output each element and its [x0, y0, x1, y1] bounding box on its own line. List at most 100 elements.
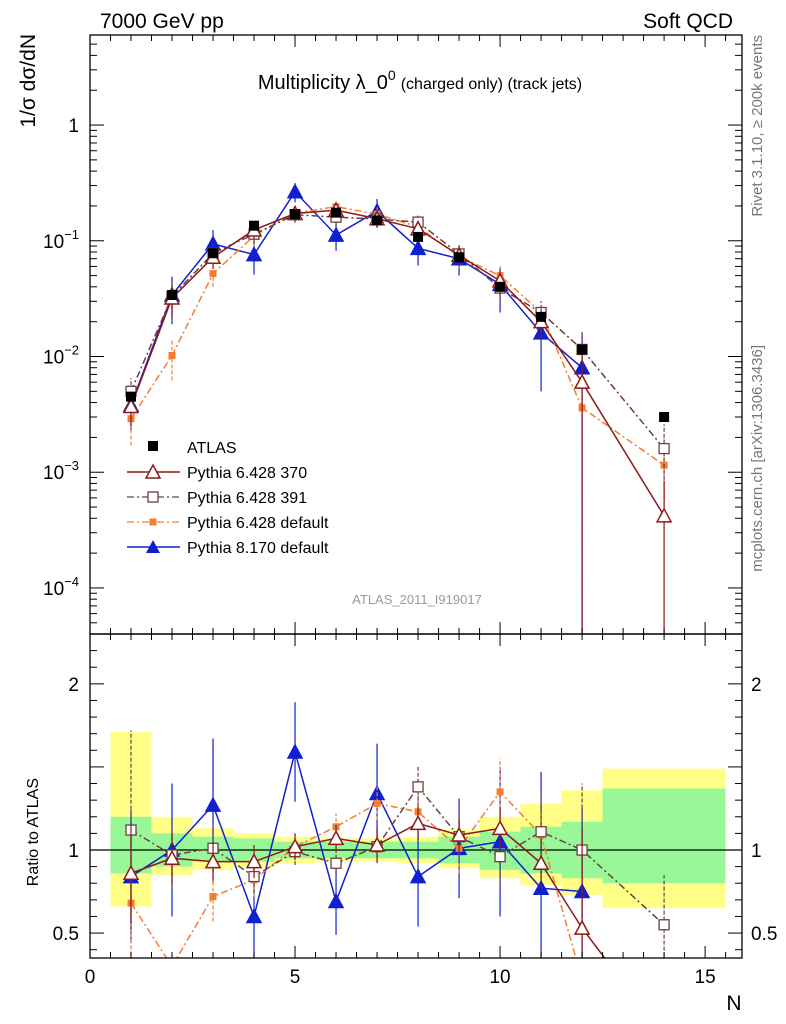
ratio-point-p6_370 [450, 826, 468, 842]
point-atlas [536, 311, 547, 322]
legend-label-atlas: ATLAS [187, 440, 237, 457]
ratio-point-p6_370 [409, 814, 427, 831]
ratio-point-p8_default [409, 868, 427, 884]
y-tick-exp: −3 [64, 458, 79, 473]
ratio-point-p6_370 [204, 853, 222, 869]
series-atlas [126, 207, 670, 423]
legend-marker-p8-default [146, 540, 160, 553]
legend-item-p6-370: Pythia 6.428 370 [127, 463, 307, 482]
ratio-point-p8_default [327, 892, 345, 909]
ratio-tick-label-left: 2 [68, 675, 79, 696]
ratio-tick-label-left: 0.5 [53, 924, 79, 945]
x-tick-label: 15 [695, 967, 716, 988]
point-p8_default [409, 239, 427, 256]
point-atlas [495, 281, 506, 292]
y-tick-exp: −2 [64, 342, 79, 357]
ratio-point-p6_391 [412, 781, 424, 793]
ratio-tick-label-right: 2 [751, 675, 762, 696]
ratio-point-p6_370 [286, 838, 304, 854]
legend-label-p6-370: Pythia 6.428 370 [187, 465, 307, 482]
point-atlas [331, 207, 342, 218]
ratio-point-p6_370 [573, 919, 591, 935]
ratio-point-p6_370 [491, 819, 509, 836]
y-tick-base: 10 [43, 579, 64, 600]
ratio-xlabel: N [726, 992, 741, 1015]
ratio-series [122, 702, 670, 958]
point-atlas [167, 289, 178, 300]
series-line-p8_default [130, 190, 583, 406]
plot-title-main: Multiplicity λ_0 [258, 72, 388, 94]
ratio-point-p8_default [245, 907, 263, 924]
legend-marker-atlas [148, 441, 158, 451]
ratio-point-p6_default [373, 799, 381, 807]
point-p8_default [286, 183, 304, 199]
side-label-mcplots: mcplots.cern.ch [arXiv:1306.3436] [749, 345, 766, 572]
legend-label-p6-391: Pythia 6.428 391 [187, 490, 307, 507]
ratio-point-p6_370 [245, 853, 263, 869]
y-tick-label: 10−3 [43, 458, 79, 484]
analysis-watermark: ATLAS_2011_I919017 [352, 592, 482, 607]
ratio-tick-label-right: 1 [751, 841, 762, 862]
y-tick-base: 10 [43, 232, 64, 253]
legend: ATLAS Pythia 6.428 370 Pythia 6.428 391 … [127, 440, 329, 557]
point-p6_391 [658, 442, 670, 455]
y-tick-label: 10−4 [43, 574, 79, 600]
ratio-point-p6_391 [494, 850, 506, 863]
legend-item-p8-default: Pythia 8.170 default [127, 540, 329, 557]
point-atlas [208, 248, 219, 259]
side-label-rivet: Rivet 3.1.10, ≥ 200k events [749, 35, 766, 217]
point-atlas [372, 215, 383, 226]
x-tick-label: 5 [290, 967, 301, 988]
ratio-tick-label-right: 0.5 [751, 924, 777, 945]
legend-item-p6-default: Pythia 6.428 default [127, 515, 329, 532]
ratio-point-p6_370 [368, 836, 386, 852]
ratio-point-p6_370 [122, 864, 140, 881]
legend-item-atlas: ATLAS [148, 440, 237, 457]
point-atlas [249, 220, 260, 231]
point-p6_default [209, 270, 217, 278]
y-tick-exp: −1 [64, 227, 79, 242]
ratio-tick-label-left: 1 [68, 841, 79, 862]
y-tick-base: 10 [43, 347, 64, 368]
y-tick-label: 10−1 [43, 227, 79, 253]
point-p8_default [245, 245, 263, 262]
plot-title: Multiplicity λ_00 (charged only) (track j… [258, 67, 582, 94]
main-series [122, 183, 673, 634]
ratio-point-p6_391 [330, 857, 342, 869]
point-p6_370 [655, 507, 673, 523]
point-atlas [413, 231, 424, 242]
point-p8_default [327, 226, 345, 242]
point-atlas [454, 252, 465, 263]
y-tick-base: 10 [43, 463, 64, 484]
y-tick-label: 10−2 [43, 342, 79, 368]
main-ylabel: 1/σ dσ/dN [17, 34, 40, 128]
point-p6_370 [122, 397, 140, 414]
plot-title-sup: 0 [388, 67, 396, 83]
ratio-ylabel: Ratio to ATLAS [25, 778, 42, 886]
x-tick-label: 0 [85, 967, 96, 988]
ratio-point-p6_default [496, 788, 504, 796]
ratio-frame [89, 633, 743, 959]
point-p6_default [168, 352, 176, 360]
ratio-line-p8_default [130, 749, 583, 920]
point-atlas [126, 391, 137, 402]
legend-label-p6-default: Pythia 6.428 default [187, 515, 329, 532]
y-tick-exp: −4 [64, 574, 79, 589]
x-tick-label: 10 [489, 967, 510, 988]
legend-label-p8-default: Pythia 8.170 default [187, 540, 329, 557]
plot-title-suffix: (charged only) (track jets) [401, 76, 582, 93]
point-p6_370 [573, 373, 591, 389]
y-tick-label: 1 [68, 116, 79, 137]
x-ticks: 0 5 10 15 [85, 35, 727, 988]
band-inner-bin [602, 788, 726, 884]
ratio-point-p6_default [209, 893, 217, 901]
legend-marker-p6-370 [144, 463, 162, 479]
ratio-y-ticks: 0.5 0.5 1 1 2 2 [53, 633, 777, 951]
ratio-point-p6_391 [658, 919, 670, 931]
ratio-series-p6_370 [122, 806, 606, 958]
ratio-point-p6_391 [535, 826, 547, 838]
legend-marker-p6-default [149, 518, 157, 526]
point-atlas [577, 344, 588, 355]
